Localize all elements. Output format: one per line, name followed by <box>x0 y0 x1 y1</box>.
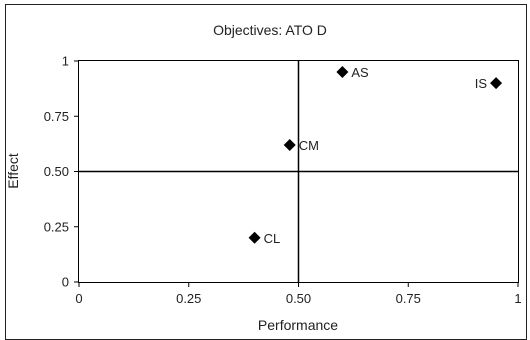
data-point-cl <box>248 231 261 244</box>
y-tick-label: 0.25 <box>44 219 69 234</box>
x-tick-label: 0 <box>75 291 82 306</box>
y-tick-label: 0 <box>62 275 69 290</box>
y-tick-label: 0.50 <box>44 164 69 179</box>
data-label-cm: CM <box>299 138 319 153</box>
data-points: AS IS CM CL <box>248 65 503 246</box>
y-axis: 0 0.25 0.50 0.75 1 <box>44 54 79 290</box>
x-axis: 0 0.25 0.50 0.75 1 <box>75 282 522 306</box>
reference-lines <box>79 61 518 282</box>
x-tick-label: 0.50 <box>286 291 311 306</box>
chart-title: Objectives: ATO D <box>213 22 327 38</box>
y-tick-label: 0.75 <box>44 109 69 124</box>
data-label-cl: CL <box>264 231 281 246</box>
data-point-cm <box>283 138 296 151</box>
x-axis-label: Performance <box>258 317 338 333</box>
x-tick-label: 0.75 <box>396 291 421 306</box>
data-label-is: IS <box>475 76 488 91</box>
y-axis-label: Effect <box>5 153 21 189</box>
y-tick-label: 1 <box>62 54 69 69</box>
x-tick-label: 1 <box>514 291 521 306</box>
x-tick-label: 0.25 <box>176 291 201 306</box>
data-point-as <box>336 66 349 79</box>
data-point-is <box>490 77 503 90</box>
data-label-as: AS <box>351 65 369 80</box>
